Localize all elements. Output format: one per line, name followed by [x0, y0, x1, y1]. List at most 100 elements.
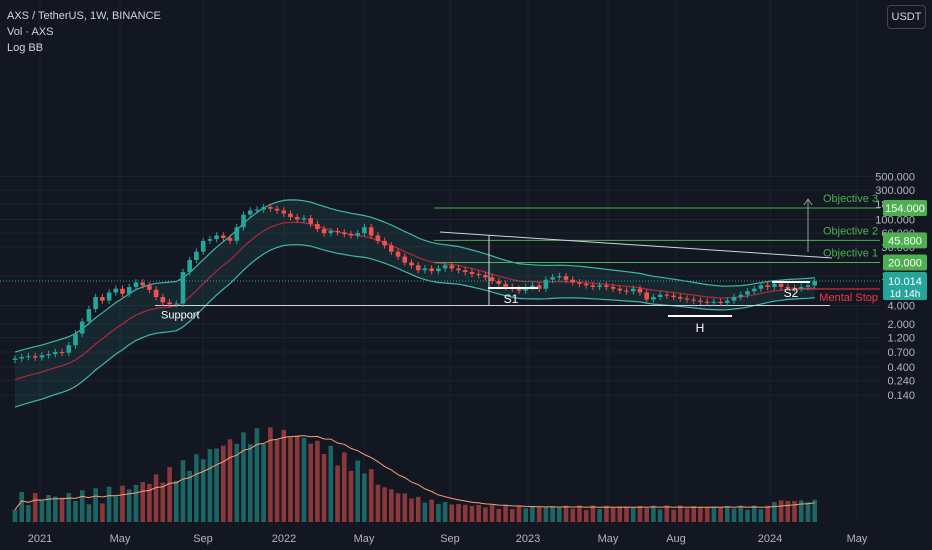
objective-1-price-tag-bg: [883, 254, 927, 271]
objective-3-price-tag-bg: [883, 199, 927, 216]
volume-bar-64: [442, 502, 448, 522]
volume-bar-119: [812, 499, 817, 522]
volume-bar-100: [684, 508, 690, 522]
candles: [12, 203, 817, 364]
neckline: [439, 231, 833, 259]
candle-body-8: [66, 345, 72, 353]
volume-bar-76: [523, 508, 528, 522]
x-tick-0: 2021: [28, 533, 52, 545]
volume-bar-16: [120, 485, 125, 522]
y-tick-11: 0.400: [887, 362, 915, 374]
volume-bar-111: [758, 509, 764, 522]
y-tick-1: 300.000: [875, 185, 915, 197]
volume-bar-108: [738, 505, 744, 522]
candle-body-11: [86, 309, 92, 322]
current-price-tag: 10.014: [888, 276, 922, 288]
candle-body-87: [597, 285, 602, 287]
candle-body-116: [792, 287, 797, 289]
volume-bar-98: [671, 509, 676, 522]
volume-bar-110: [751, 505, 757, 522]
volume-bar-32: [227, 439, 233, 522]
candle-body-67: [462, 270, 468, 272]
candle-body-64: [442, 265, 448, 269]
candle-body-33: [234, 227, 240, 241]
candle-body-118: [805, 285, 811, 287]
volume-bar-42: [294, 435, 300, 522]
candle-body-56: [389, 245, 394, 252]
candle-body-7: [59, 352, 65, 354]
candle-body-19: [140, 282, 145, 286]
volume-bar-33: [234, 443, 240, 522]
price-axis[interactable]: 500.000300.000180.000100.00060.00036.000…: [875, 172, 927, 402]
volume-bar-87: [597, 508, 602, 522]
volume-bar-48: [335, 465, 340, 522]
candle-body-112: [765, 285, 770, 287]
bb-basis: [14, 221, 815, 381]
candle-body-55: [382, 240, 387, 246]
candle-body-41: [288, 213, 293, 217]
candle-body-9: [73, 333, 78, 346]
candle-body-52: [362, 227, 367, 234]
candle-body-59: [409, 262, 414, 266]
candle-body-82: [563, 276, 569, 280]
candle-body-31: [221, 235, 226, 238]
symbol-title[interactable]: AXS / TetherUS, 1W, BINANCE: [7, 10, 161, 22]
volume-bar-74: [510, 509, 515, 522]
candle-body-42: [294, 217, 300, 220]
y-tick-10: 0.700: [887, 347, 915, 359]
candle-body-101: [691, 299, 696, 301]
candle-body-46: [321, 229, 327, 234]
volume-bar-3: [32, 493, 38, 522]
volume-bar-13: [100, 503, 105, 522]
countdown-tag: 1d 14h: [890, 289, 921, 300]
volume-bar-90: [617, 506, 623, 522]
candle-body-35: [247, 210, 253, 215]
candle-body-1: [19, 357, 24, 359]
log-bb-indicator-label[interactable]: Log BB: [7, 42, 44, 54]
volume-bar-23: [167, 467, 172, 522]
bollinger-bands: [14, 199, 815, 408]
candle-body-99: [678, 297, 683, 299]
volume-bar-105: [718, 507, 723, 522]
volume-bar-19: [140, 481, 145, 522]
candle-body-48: [335, 231, 340, 233]
candle-body-13: [100, 297, 105, 301]
volume-bar-65: [449, 504, 455, 522]
volume-bar-53: [368, 469, 374, 522]
volume-bar-61: [422, 502, 428, 522]
candle-body-103: [704, 301, 710, 303]
time-axis[interactable]: 2021 May Sep 2022 May Sep 2023 May Aug 2024 May: [28, 533, 868, 545]
candle-body-71: [489, 277, 495, 281]
candle-body-72: [496, 281, 502, 284]
candle-body-102: [698, 300, 703, 302]
volume-bars: [12, 427, 817, 522]
volume-bar-116: [792, 501, 797, 522]
candle-body-51: [355, 233, 360, 236]
volume-bar-118: [805, 502, 811, 522]
volume-indicator-label[interactable]: Vol · AXS: [7, 26, 54, 38]
volume-bar-52: [362, 473, 367, 522]
volume-bar-89: [610, 507, 616, 522]
candle-body-73: [503, 283, 508, 287]
candle-body-4: [39, 355, 45, 358]
x-tick-9: 2024: [758, 533, 782, 545]
volume-bar-93: [637, 506, 643, 522]
candle-body-29: [207, 239, 213, 241]
bb-fill: [15, 199, 815, 408]
x-tick-6: 2023: [516, 533, 540, 545]
volume-bar-70: [483, 507, 488, 522]
volume-bar-7: [59, 497, 65, 522]
annotation-s2-label: S2: [784, 286, 799, 300]
volume-bar-101: [691, 506, 696, 522]
volume-bar-6: [53, 496, 58, 522]
volume-bar-59: [409, 498, 414, 522]
volume-bar-43: [301, 437, 307, 522]
bb-upper: [14, 199, 815, 353]
candle-body-62: [429, 268, 434, 272]
candle-body-83: [570, 279, 576, 283]
volume-bar-54: [375, 484, 381, 522]
volume-bar-38: [268, 427, 273, 522]
currency-button[interactable]: USDT: [887, 5, 926, 29]
